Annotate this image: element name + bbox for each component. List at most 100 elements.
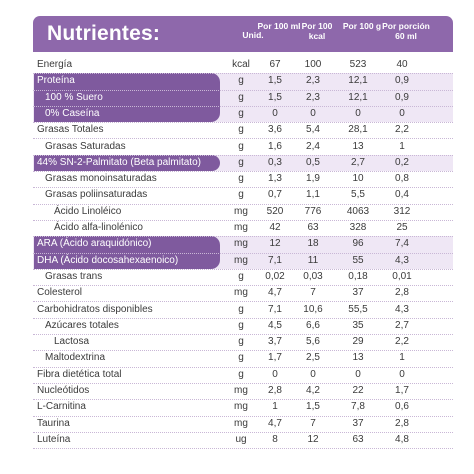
value-per-portion: 4,3 xyxy=(395,254,409,266)
nutrient-label: Fibra dietética total xyxy=(37,368,122,380)
value-per-100g: 7,8 xyxy=(351,401,365,413)
value-per-portion: 4,8 xyxy=(395,433,409,445)
value-per-100ml: 4,7 xyxy=(268,287,282,299)
value-per-100kcal: 0,03 xyxy=(303,270,323,282)
table-row: ARA (Ácido araquidónico) mg 12 18 96 7,4 xyxy=(33,236,453,254)
nutrient-label: Grasas monoinsaturadas xyxy=(45,173,157,185)
col-header-100kcal: Por 100 kcal xyxy=(301,21,333,41)
value-per-100ml: 7,1 xyxy=(268,303,282,315)
value-per-100kcal: 18 xyxy=(307,238,319,250)
unit-cell: mg xyxy=(234,205,248,217)
table-row: Azúcares totales g 4,5 6,6 35 2,7 xyxy=(33,318,453,336)
table-row: Lactosa g 3,7 5,6 29 2,2 xyxy=(33,334,453,352)
value-per-portion: 1 xyxy=(399,140,405,152)
value-per-portion: 2,8 xyxy=(395,417,409,429)
table-row: L-Carnitina mg 1 1,5 7,8 0,6 xyxy=(33,399,453,417)
value-per-100kcal: 1,5 xyxy=(306,401,320,413)
value-per-100g: 12,1 xyxy=(348,91,368,103)
value-per-100ml: 4,5 xyxy=(268,319,282,331)
table-row: Carbohidratos disponibles g 7,1 10,6 55,5 4,3 xyxy=(33,302,453,319)
nutrient-label: Taurina xyxy=(37,417,70,429)
unit-cell: g xyxy=(238,189,244,201)
nutrient-label: Ácido Linoléico xyxy=(54,205,122,217)
value-per-100g: 22 xyxy=(352,385,364,396)
value-per-100g: 5,5 xyxy=(351,189,365,201)
unit-cell: g xyxy=(238,368,244,380)
table-row: Proteína g 1,5 2,3 12,1 0,9 xyxy=(33,73,453,91)
nutrient-label: Grasas poliinsaturadas xyxy=(45,189,148,201)
value-per-100ml: 1,6 xyxy=(268,140,282,152)
nutrient-label: Azúcares totales xyxy=(45,319,119,331)
unit-cell: mg xyxy=(234,222,248,233)
nutrient-label: Grasas Totales xyxy=(37,124,104,136)
value-per-100ml: 1,5 xyxy=(268,75,282,87)
value-per-100g: 0 xyxy=(355,368,361,380)
table-row: Grasas poliinsaturadas g 0,7 1,1 5,5 0,4 xyxy=(33,187,453,205)
table-title: Nutrientes: xyxy=(47,22,161,45)
unit-cell: g xyxy=(238,156,244,168)
table-row: Maltodextrina g 1,7 2,5 13 1 xyxy=(33,350,453,368)
nutrient-label: Proteína xyxy=(37,75,75,87)
unit-cell: g xyxy=(238,91,244,103)
value-per-portion: 2,2 xyxy=(395,124,409,136)
unit-cell: mg xyxy=(234,238,248,250)
value-per-100kcal: 0 xyxy=(310,107,316,119)
unit-cell: g xyxy=(238,270,244,282)
unit-cell: mg xyxy=(234,401,248,413)
value-per-portion: 0,9 xyxy=(395,91,409,103)
protein-highlight-pill xyxy=(34,73,220,123)
value-per-100kcal: 12 xyxy=(307,433,319,445)
value-per-100kcal: 7 xyxy=(310,417,316,429)
unit-cell: ug xyxy=(235,433,247,445)
value-per-100ml: 2,8 xyxy=(268,385,282,396)
nutrient-label: L-Carnitina xyxy=(37,401,86,413)
value-per-100g: 13 xyxy=(352,140,364,152)
value-per-100kcal: 6,6 xyxy=(306,319,320,331)
unit-cell: g xyxy=(238,173,244,185)
table-row: 0% Caseína g 0 0 0 0 xyxy=(33,106,453,124)
value-per-100ml: 0,3 xyxy=(268,156,282,168)
nutrient-label: Nucleótidos xyxy=(37,385,90,396)
value-per-100kcal: 4,2 xyxy=(306,385,320,396)
nutrient-label: DHA (Ácido docosahexaenoico) xyxy=(37,254,179,266)
table-row: 44% SN-2-Palmitato (Beta palmitato) g 0,3 0… xyxy=(33,155,453,173)
table-header: Nutrientes: Unid. Por 100 ml Por 100 kca… xyxy=(33,16,453,52)
nutrient-label: Maltodextrina xyxy=(45,352,106,364)
value-per-100g: 28,1 xyxy=(348,124,368,136)
unit-cell: g xyxy=(238,107,244,119)
table-row: Grasas monoinsaturadas g 1,3 1,9 10 0,8 xyxy=(33,171,453,189)
value-per-portion: 40 xyxy=(396,59,408,70)
nutrient-label: Grasas trans xyxy=(45,270,103,282)
value-per-portion: 0,8 xyxy=(395,173,409,185)
value-per-100ml: 1,3 xyxy=(268,173,282,185)
value-per-100kcal: 5,6 xyxy=(306,336,320,348)
value-per-portion: 0,01 xyxy=(392,270,412,282)
unit-cell: mg xyxy=(234,254,248,266)
value-per-100ml: 520 xyxy=(266,205,284,217)
value-per-100g: 37 xyxy=(352,287,364,299)
value-per-100g: 328 xyxy=(349,222,367,233)
value-per-100g: 55,5 xyxy=(348,303,368,315)
nutrient-label: Luteína xyxy=(37,433,71,445)
value-per-100kcal: 2,4 xyxy=(306,140,320,152)
value-per-portion: 2,8 xyxy=(395,287,409,299)
value-per-100g: 55 xyxy=(352,254,364,266)
table-row: Grasas trans g 0,02 0,03 0,18 0,01 xyxy=(33,269,453,287)
value-per-100kcal: 2,3 xyxy=(306,75,320,87)
value-per-100kcal: 2,5 xyxy=(306,352,320,364)
unit-cell: g xyxy=(238,319,244,331)
table-row: Fibra dietética total g 0 0 0 0 xyxy=(33,367,453,384)
value-per-100g: 0 xyxy=(355,107,361,119)
value-per-100g: 37 xyxy=(352,417,364,429)
value-per-100ml: 3,6 xyxy=(268,124,282,136)
value-per-100ml: 3,7 xyxy=(268,336,282,348)
value-per-100g: 0,18 xyxy=(348,270,368,282)
value-per-100kcal: 7 xyxy=(310,287,316,299)
value-per-portion: 312 xyxy=(393,205,411,217)
value-per-portion: 0,6 xyxy=(395,401,409,413)
value-per-100kcal: 11 xyxy=(307,254,319,266)
value-per-100ml: 8 xyxy=(272,433,278,445)
value-per-portion: 2,7 xyxy=(395,319,409,331)
value-per-100kcal: 5,4 xyxy=(306,124,320,136)
col-header-100ml: Por 100 ml xyxy=(257,21,301,31)
